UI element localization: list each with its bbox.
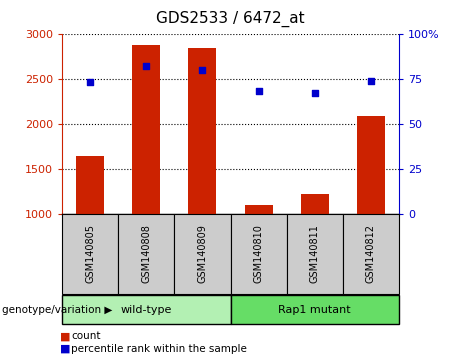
Bar <box>230 295 399 324</box>
Text: GSM140808: GSM140808 <box>142 224 151 284</box>
Bar <box>132 45 160 214</box>
Bar <box>343 214 399 294</box>
Point <box>142 63 150 69</box>
Text: GSM140812: GSM140812 <box>366 224 376 284</box>
Text: GSM140809: GSM140809 <box>197 224 207 284</box>
Bar <box>230 214 287 294</box>
Text: percentile rank within the sample: percentile rank within the sample <box>71 344 248 354</box>
Text: ■: ■ <box>60 344 71 354</box>
Text: ■: ■ <box>60 331 71 341</box>
Point <box>367 78 374 84</box>
Point <box>311 90 318 96</box>
Bar <box>301 194 329 214</box>
Text: count: count <box>71 331 101 341</box>
Point <box>255 88 262 94</box>
Bar <box>287 214 343 294</box>
Bar <box>189 48 217 214</box>
Text: GSM140811: GSM140811 <box>310 224 319 284</box>
Text: Rap1 mutant: Rap1 mutant <box>278 305 351 315</box>
Point <box>199 67 206 73</box>
Text: GSM140810: GSM140810 <box>254 224 264 284</box>
Bar <box>62 214 118 294</box>
Bar <box>118 214 174 294</box>
Point <box>87 80 94 85</box>
Bar <box>174 214 230 294</box>
Bar <box>62 295 230 324</box>
Text: GDS2533 / 6472_at: GDS2533 / 6472_at <box>156 11 305 27</box>
Bar <box>76 156 104 214</box>
Bar <box>244 205 272 214</box>
Text: genotype/variation ▶: genotype/variation ▶ <box>2 305 112 315</box>
Text: wild-type: wild-type <box>121 305 172 315</box>
Text: GSM140805: GSM140805 <box>85 224 95 284</box>
Bar <box>357 116 385 214</box>
